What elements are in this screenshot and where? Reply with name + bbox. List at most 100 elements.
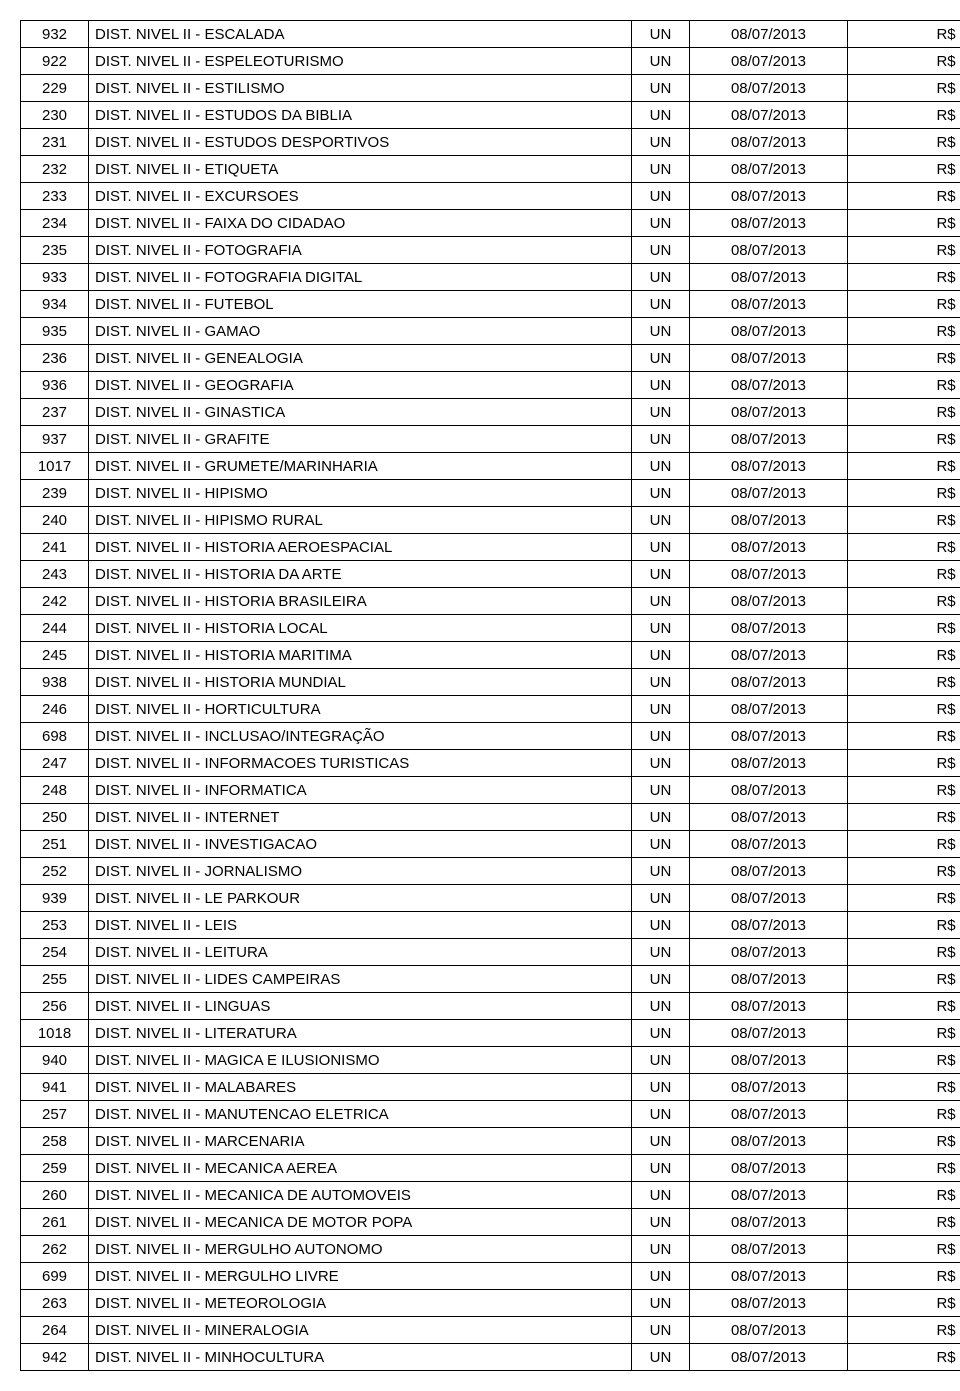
cell-date: 08/07/2013 xyxy=(690,102,848,129)
cell-price: R$ 0,90 xyxy=(848,480,960,507)
cell-unit: UN xyxy=(632,1047,690,1074)
table-row: 941DIST. NIVEL II - MALABARESUN08/07/201… xyxy=(21,1074,960,1101)
cell-price: R$ 0,90 xyxy=(848,399,960,426)
cell-unit: UN xyxy=(632,1128,690,1155)
table-row: 934DIST. NIVEL II - FUTEBOLUN08/07/2013R… xyxy=(21,291,960,318)
cell-price: R$ 0,90 xyxy=(848,939,960,966)
cell-desc: DIST. NIVEL II - MINHOCULTURA xyxy=(89,1344,632,1371)
cell-price: R$ 0,90 xyxy=(848,615,960,642)
cell-desc: DIST. NIVEL II - MERGULHO LIVRE xyxy=(89,1263,632,1290)
cell-price: R$ 0,90 xyxy=(848,129,960,156)
table-row: 936DIST. NIVEL II - GEOGRAFIAUN08/07/201… xyxy=(21,372,960,399)
cell-price: R$ 0,90 xyxy=(848,264,960,291)
cell-unit: UN xyxy=(632,1182,690,1209)
table-row: 250DIST. NIVEL II - INTERNETUN08/07/2013… xyxy=(21,804,960,831)
cell-price: R$ 0,90 xyxy=(848,48,960,75)
cell-unit: UN xyxy=(632,399,690,426)
cell-desc: DIST. NIVEL II - FOTOGRAFIA xyxy=(89,237,632,264)
cell-code: 254 xyxy=(21,939,89,966)
cell-date: 08/07/2013 xyxy=(690,318,848,345)
cell-unit: UN xyxy=(632,1317,690,1344)
cell-date: 08/07/2013 xyxy=(690,453,848,480)
cell-price: R$ 0,90 xyxy=(848,993,960,1020)
cell-date: 08/07/2013 xyxy=(690,1074,848,1101)
cell-desc: DIST. NIVEL II - INVESTIGACAO xyxy=(89,831,632,858)
cell-unit: UN xyxy=(632,777,690,804)
cell-date: 08/07/2013 xyxy=(690,48,848,75)
cell-desc: DIST. NIVEL II - MERGULHO AUTONOMO xyxy=(89,1236,632,1263)
cell-desc: DIST. NIVEL II - ESTUDOS DA BIBLIA xyxy=(89,102,632,129)
table-row: 259DIST. NIVEL II - MECANICA AEREAUN08/0… xyxy=(21,1155,960,1182)
cell-date: 08/07/2013 xyxy=(690,1047,848,1074)
cell-price: R$ 0,90 xyxy=(848,1101,960,1128)
cell-date: 08/07/2013 xyxy=(690,1290,848,1317)
cell-desc: DIST. NIVEL II - HISTORIA MARITIMA xyxy=(89,642,632,669)
cell-price: R$ 0,90 xyxy=(848,318,960,345)
cell-date: 08/07/2013 xyxy=(690,939,848,966)
cell-desc: DIST. NIVEL II - LIDES CAMPEIRAS xyxy=(89,966,632,993)
cell-unit: UN xyxy=(632,156,690,183)
table-row: 699DIST. NIVEL II - MERGULHO LIVREUN08/0… xyxy=(21,1263,960,1290)
table-row: 230DIST. NIVEL II - ESTUDOS DA BIBLIAUN0… xyxy=(21,102,960,129)
cell-date: 08/07/2013 xyxy=(690,426,848,453)
table-row: 235DIST. NIVEL II - FOTOGRAFIAUN08/07/20… xyxy=(21,237,960,264)
cell-code: 247 xyxy=(21,750,89,777)
table-row: 933DIST. NIVEL II - FOTOGRAFIA DIGITALUN… xyxy=(21,264,960,291)
table-row: 240DIST. NIVEL II - HIPISMO RURALUN08/07… xyxy=(21,507,960,534)
cell-code: 1017 xyxy=(21,453,89,480)
cell-code: 941 xyxy=(21,1074,89,1101)
table-row: 233DIST. NIVEL II - EXCURSOESUN08/07/201… xyxy=(21,183,960,210)
cell-desc: DIST. NIVEL II - ESCALADA xyxy=(89,21,632,48)
cell-date: 08/07/2013 xyxy=(690,1155,848,1182)
cell-date: 08/07/2013 xyxy=(690,1263,848,1290)
cell-desc: DIST. NIVEL II - MARCENARIA xyxy=(89,1128,632,1155)
cell-date: 08/07/2013 xyxy=(690,75,848,102)
cell-unit: UN xyxy=(632,723,690,750)
cell-desc: DIST. NIVEL II - INTERNET xyxy=(89,804,632,831)
cell-unit: UN xyxy=(632,183,690,210)
cell-code: 939 xyxy=(21,885,89,912)
cell-code: 934 xyxy=(21,291,89,318)
cell-price: R$ 0,90 xyxy=(848,723,960,750)
cell-unit: UN xyxy=(632,966,690,993)
table-row: 698DIST. NIVEL II - INCLUSAO/INTEGRAÇÃOU… xyxy=(21,723,960,750)
cell-code: 242 xyxy=(21,588,89,615)
cell-code: 231 xyxy=(21,129,89,156)
cell-desc: DIST. NIVEL II - HISTORIA DA ARTE xyxy=(89,561,632,588)
cell-code: 230 xyxy=(21,102,89,129)
cell-code: 940 xyxy=(21,1047,89,1074)
table-row: 245DIST. NIVEL II - HISTORIA MARITIMAUN0… xyxy=(21,642,960,669)
cell-code: 259 xyxy=(21,1155,89,1182)
cell-desc: DIST. NIVEL II - FUTEBOL xyxy=(89,291,632,318)
table-row: 256DIST. NIVEL II - LINGUASUN08/07/2013R… xyxy=(21,993,960,1020)
cell-code: 243 xyxy=(21,561,89,588)
cell-desc: DIST. NIVEL II - LINGUAS xyxy=(89,993,632,1020)
cell-date: 08/07/2013 xyxy=(690,993,848,1020)
cell-unit: UN xyxy=(632,1344,690,1371)
table-row: 257DIST. NIVEL II - MANUTENCAO ELETRICAU… xyxy=(21,1101,960,1128)
cell-code: 235 xyxy=(21,237,89,264)
cell-code: 236 xyxy=(21,345,89,372)
cell-code: 935 xyxy=(21,318,89,345)
cell-price: R$ 0,90 xyxy=(848,1074,960,1101)
cell-code: 252 xyxy=(21,858,89,885)
cell-date: 08/07/2013 xyxy=(690,804,848,831)
cell-code: 250 xyxy=(21,804,89,831)
cell-price: R$ 0,90 xyxy=(848,102,960,129)
cell-code: 932 xyxy=(21,21,89,48)
price-table: 932DIST. NIVEL II - ESCALADAUN08/07/2013… xyxy=(20,20,960,1371)
cell-code: 942 xyxy=(21,1344,89,1371)
table-row: 938DIST. NIVEL II - HISTORIA MUNDIALUN08… xyxy=(21,669,960,696)
cell-date: 08/07/2013 xyxy=(690,1128,848,1155)
cell-price: R$ 0,90 xyxy=(848,453,960,480)
cell-desc: DIST. NIVEL II - INCLUSAO/INTEGRAÇÃO xyxy=(89,723,632,750)
cell-date: 08/07/2013 xyxy=(690,156,848,183)
table-row: 258DIST. NIVEL II - MARCENARIAUN08/07/20… xyxy=(21,1128,960,1155)
cell-date: 08/07/2013 xyxy=(690,183,848,210)
table-row: 237DIST. NIVEL II - GINASTICAUN08/07/201… xyxy=(21,399,960,426)
cell-code: 233 xyxy=(21,183,89,210)
cell-desc: DIST. NIVEL II - ESTUDOS DESPORTIVOS xyxy=(89,129,632,156)
cell-code: 938 xyxy=(21,669,89,696)
table-row: 231DIST. NIVEL II - ESTUDOS DESPORTIVOSU… xyxy=(21,129,960,156)
cell-unit: UN xyxy=(632,588,690,615)
